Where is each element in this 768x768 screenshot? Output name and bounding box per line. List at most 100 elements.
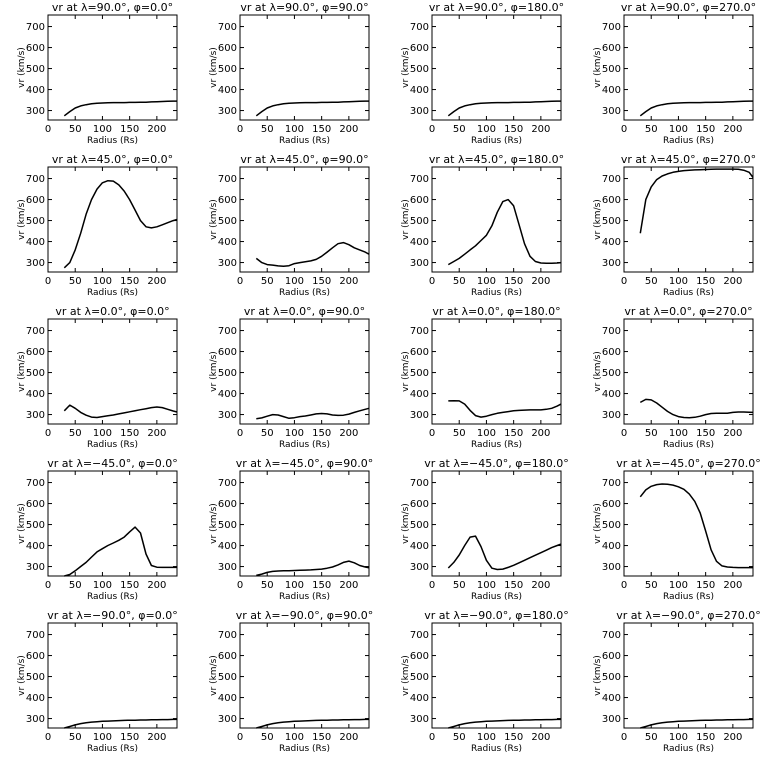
x-tick-label: 150: [312, 580, 331, 591]
x-tick-label: 200: [723, 428, 742, 439]
vr-series-line: [63, 179, 178, 269]
x-tick-label: 100: [285, 428, 304, 439]
y-tick-label: 300: [218, 106, 237, 117]
x-tick-label: 100: [93, 428, 112, 439]
plot-frame: [431, 14, 562, 121]
y-axis-label: vr (km/s): [17, 351, 27, 392]
x-axis-label: Radius (Rs): [279, 744, 330, 754]
panel-9: vr at λ=0.0°, φ=0.0° 0 50 100 150 200 300 400 50…: [17, 305, 178, 450]
x-tick-label: 100: [669, 428, 688, 439]
panel-20: vr at λ=−90.0°, φ=270.0° 0 50 100 150 200 300 4…: [593, 609, 761, 754]
x-tick-label: 200: [723, 276, 742, 287]
y-tick-label: 600: [26, 499, 45, 510]
panel-7: vr at λ=45.0°, φ=180.0° 0 50 100 150 200 300 40…: [401, 153, 564, 298]
x-axis-label: Radius (Rs): [663, 288, 714, 298]
y-tick-label: 600: [218, 651, 237, 662]
plot-frame: [431, 622, 562, 729]
x-tick-label: 150: [696, 732, 715, 743]
panel-15: vr at λ=−45.0°, φ=180.0° 0 50 100 150 200 300 4…: [401, 457, 569, 602]
panel-title: vr at λ=−45.0°, φ=0.0°: [47, 457, 177, 470]
plot-frame: [47, 622, 178, 729]
vr-series-line: [256, 407, 370, 420]
y-tick-label: 500: [218, 520, 237, 531]
panel-title: vr at λ=0.0°, φ=270.0°: [624, 305, 752, 318]
x-tick-label: 200: [531, 580, 550, 591]
vr-series-line: [64, 526, 177, 577]
x-tick-label: 0: [621, 732, 627, 743]
x-tick-label: 100: [285, 580, 304, 591]
panel-title: vr at λ=−90.0°, φ=270.0°: [616, 609, 760, 622]
x-axis-label: Radius (Rs): [87, 288, 138, 298]
y-tick-label: 600: [410, 195, 429, 206]
y-tick-label: 500: [26, 368, 45, 379]
x-tick-label: 0: [45, 732, 51, 743]
y-tick-label: 400: [602, 237, 621, 248]
x-tick-label: 50: [69, 124, 82, 135]
y-tick-label: 300: [410, 562, 429, 573]
panel-10: vr at λ=0.0°, φ=90.0° 0 50 100 150 200 300 400 5…: [209, 305, 370, 450]
y-axis-label: vr (km/s): [17, 503, 27, 544]
plot-frame: [47, 470, 178, 577]
x-axis-label: Radius (Rs): [279, 592, 330, 602]
x-tick-label: 100: [477, 428, 496, 439]
panel-title: vr at λ=90.0°, φ=90.0°: [240, 1, 368, 14]
y-axis-label: vr (km/s): [209, 47, 219, 88]
y-tick-label: 400: [410, 541, 429, 552]
x-tick-label: 100: [669, 580, 688, 591]
y-axis-label: vr (km/s): [401, 199, 411, 240]
x-axis-label: Radius (Rs): [663, 440, 714, 450]
panel-16: vr at λ=−45.0°, φ=270.0° 0 50 100 150 200 300 4…: [593, 457, 761, 602]
x-axis-label: Radius (Rs): [279, 440, 330, 450]
y-tick-label: 300: [602, 410, 621, 421]
panel-title: vr at λ=−90.0°, φ=0.0°: [47, 609, 177, 622]
vr-series-line: [448, 718, 561, 729]
plot-frame: [47, 166, 178, 273]
x-tick-label: 150: [120, 276, 139, 287]
x-axis-label: Radius (Rs): [471, 592, 522, 602]
x-tick-label: 150: [312, 732, 331, 743]
x-axis-label: Radius (Rs): [663, 744, 714, 754]
x-tick-label: 100: [669, 276, 688, 287]
y-tick-label: 600: [602, 43, 621, 54]
y-axis-label: vr (km/s): [593, 503, 603, 544]
panel-14: vr at λ=−45.0°, φ=90.0° 0 50 100 150 200 300 40…: [209, 457, 373, 602]
plot-frame: [623, 318, 754, 425]
y-tick-label: 700: [218, 630, 237, 641]
vr-series-line: [255, 241, 370, 268]
y-tick-label: 400: [218, 541, 237, 552]
y-tick-label: 700: [410, 630, 429, 641]
x-tick-label: 100: [285, 732, 304, 743]
x-tick-label: 50: [453, 580, 466, 591]
y-tick-label: 400: [26, 693, 45, 704]
vr-series-line: [63, 404, 178, 419]
x-axis-label: Radius (Rs): [87, 592, 138, 602]
panel-12: vr at λ=0.0°, φ=270.0° 0 50 100 150 200 300 400…: [593, 305, 754, 450]
x-tick-label: 50: [69, 580, 82, 591]
y-tick-label: 400: [218, 85, 237, 96]
x-tick-label: 200: [147, 732, 166, 743]
y-tick-label: 500: [218, 368, 237, 379]
x-tick-label: 150: [312, 276, 331, 287]
y-axis-label: vr (km/s): [401, 503, 411, 544]
y-tick-label: 600: [410, 347, 429, 358]
plot-frame: [623, 470, 754, 577]
panel-1: vr at λ=90.0°, φ=0.0° 0 50 100 150 200 300 400 5…: [17, 1, 178, 146]
panel-2: vr at λ=90.0°, φ=90.0° 0 50 100 150 200 300 400…: [209, 1, 370, 146]
panel-19: vr at λ=−90.0°, φ=180.0° 0 50 100 150 200 300 4…: [401, 609, 569, 754]
y-tick-label: 300: [26, 106, 45, 117]
y-axis-label: vr (km/s): [593, 351, 603, 392]
vr-series-line: [255, 100, 369, 117]
y-tick-label: 700: [410, 478, 429, 489]
panel-title: vr at λ=90.0°, φ=180.0°: [429, 1, 564, 14]
vr-series-line: [639, 398, 754, 419]
y-tick-label: 700: [26, 478, 45, 489]
panel-5: vr at λ=45.0°, φ=0.0° 0 50 100 150 200 300 400 5…: [17, 153, 178, 298]
y-tick-label: 500: [26, 64, 45, 75]
x-tick-label: 100: [93, 276, 112, 287]
x-tick-label: 200: [147, 580, 166, 591]
y-tick-label: 700: [410, 174, 429, 185]
x-axis-label: Radius (Rs): [663, 136, 714, 146]
panel-title: vr at λ=0.0°, φ=90.0°: [244, 305, 365, 318]
x-tick-label: 100: [285, 276, 304, 287]
x-axis-label: Radius (Rs): [87, 744, 138, 754]
